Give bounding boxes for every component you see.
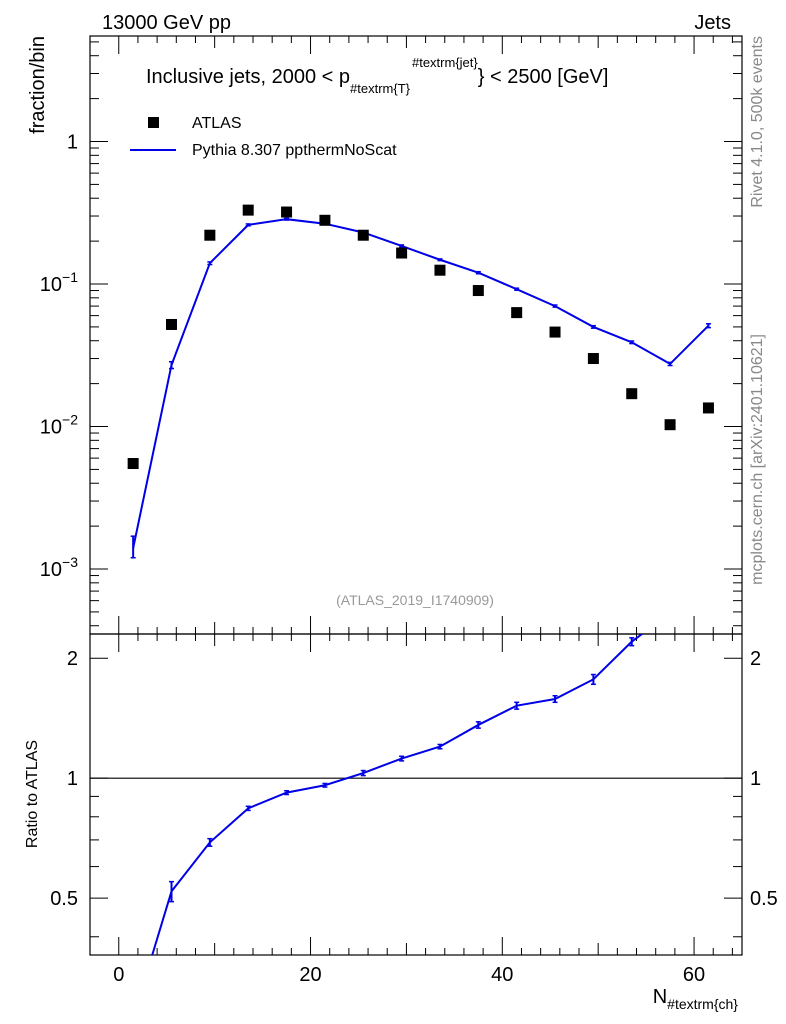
tick-label-base: 10	[40, 559, 62, 581]
x-axis-label: N#textrm{ch}	[653, 986, 739, 1012]
tick-label-base: 1	[67, 132, 78, 154]
ratio-plot-frame	[89, 633, 743, 956]
title-part1: Inclusive jets, 2000 < p	[146, 66, 350, 88]
atlas-point	[511, 307, 523, 319]
atlas-point	[281, 206, 293, 218]
legend-atlas-label: ATLAS	[192, 115, 242, 132]
main-series-layer	[127, 204, 714, 559]
source-url-label: mcplots.cern.ch [arXiv:2401.10621]	[749, 334, 766, 585]
atlas-point	[626, 388, 638, 400]
main-y-tick-label: 10−3	[40, 554, 78, 581]
legend-pythia-label: Pythia 8.307 ppthermNoScat	[192, 142, 397, 159]
atlas-point	[472, 285, 484, 297]
ratio-y-tick-label: 0.5	[50, 888, 78, 910]
x-tick-label: 40	[491, 964, 513, 986]
atlas-point	[434, 264, 446, 276]
legend-atlas-marker	[148, 117, 159, 128]
ratio-line	[151, 634, 644, 955]
ratio-y-axis-label: Ratio to ATLAS	[24, 740, 41, 848]
atlas-point	[166, 318, 177, 330]
tick-label-base: 10	[40, 417, 62, 439]
rivet-version-label: Rivet 4.1.0, 500k events	[749, 36, 766, 208]
atlas-point	[127, 458, 139, 470]
x-tick-label: 0	[113, 964, 124, 986]
main-y-tick-label: 10−2	[40, 412, 78, 439]
atlas-point	[319, 214, 331, 226]
ratio-y-tick-label-right: 2	[750, 648, 761, 670]
ratio-y-tick-label: 1	[67, 768, 78, 790]
main-plot-frame	[89, 35, 743, 635]
atlas-point	[357, 229, 369, 241]
tick-label-exponent: −2	[62, 412, 78, 428]
ratio-y-tick-label-right: 0.5	[750, 888, 778, 910]
ratio-y-tick-label-right: 1	[750, 768, 761, 790]
atlas-point	[396, 247, 408, 259]
main-y-axis: 10−310−210−11	[40, 36, 742, 634]
atlas-point	[664, 419, 676, 431]
atlas-point	[204, 229, 216, 241]
atlas-point	[702, 402, 714, 414]
ratio-y-tick-label: 2	[67, 648, 78, 670]
atlas-point	[587, 353, 599, 365]
header-energy-label: 13000 GeV pp	[102, 12, 231, 34]
x-tick-label: 20	[299, 964, 321, 986]
x-axis-label-sub: #textrm{ch}	[667, 996, 738, 1012]
atlas-point	[242, 204, 254, 216]
main-y-tick-label: 10−1	[40, 269, 78, 296]
tick-label-exponent: −1	[62, 269, 78, 285]
main-y-axis-label: fraction/bin	[27, 36, 49, 134]
x-axis-label-main: N	[653, 986, 667, 1008]
analysis-watermark: (ATLAS_2019_I1740909)	[336, 592, 494, 608]
main-y-tick-label: 1	[67, 132, 78, 154]
atlas-point	[549, 326, 561, 338]
x-tick-label: 60	[683, 964, 705, 986]
title-sub: #textrm{T}	[350, 81, 411, 96]
tick-label-base: 10	[40, 274, 62, 296]
ratio-series-layer	[151, 634, 644, 955]
tick-label-exponent: −3	[62, 554, 78, 570]
ratio-y-axis: 0.5 0.5 1 1 2 2	[50, 648, 778, 938]
title-part2: } < 2500 [GeV]	[478, 66, 609, 88]
ratio-x-axis: 0 20 40 60	[113, 634, 733, 986]
pythia-line	[132, 218, 710, 549]
title-sup: #textrm{jet}	[412, 55, 478, 70]
header-category-label: Jets	[694, 12, 731, 34]
main-title: Inclusive jets, 2000 < p#textrm{T}#textr…	[146, 55, 608, 96]
